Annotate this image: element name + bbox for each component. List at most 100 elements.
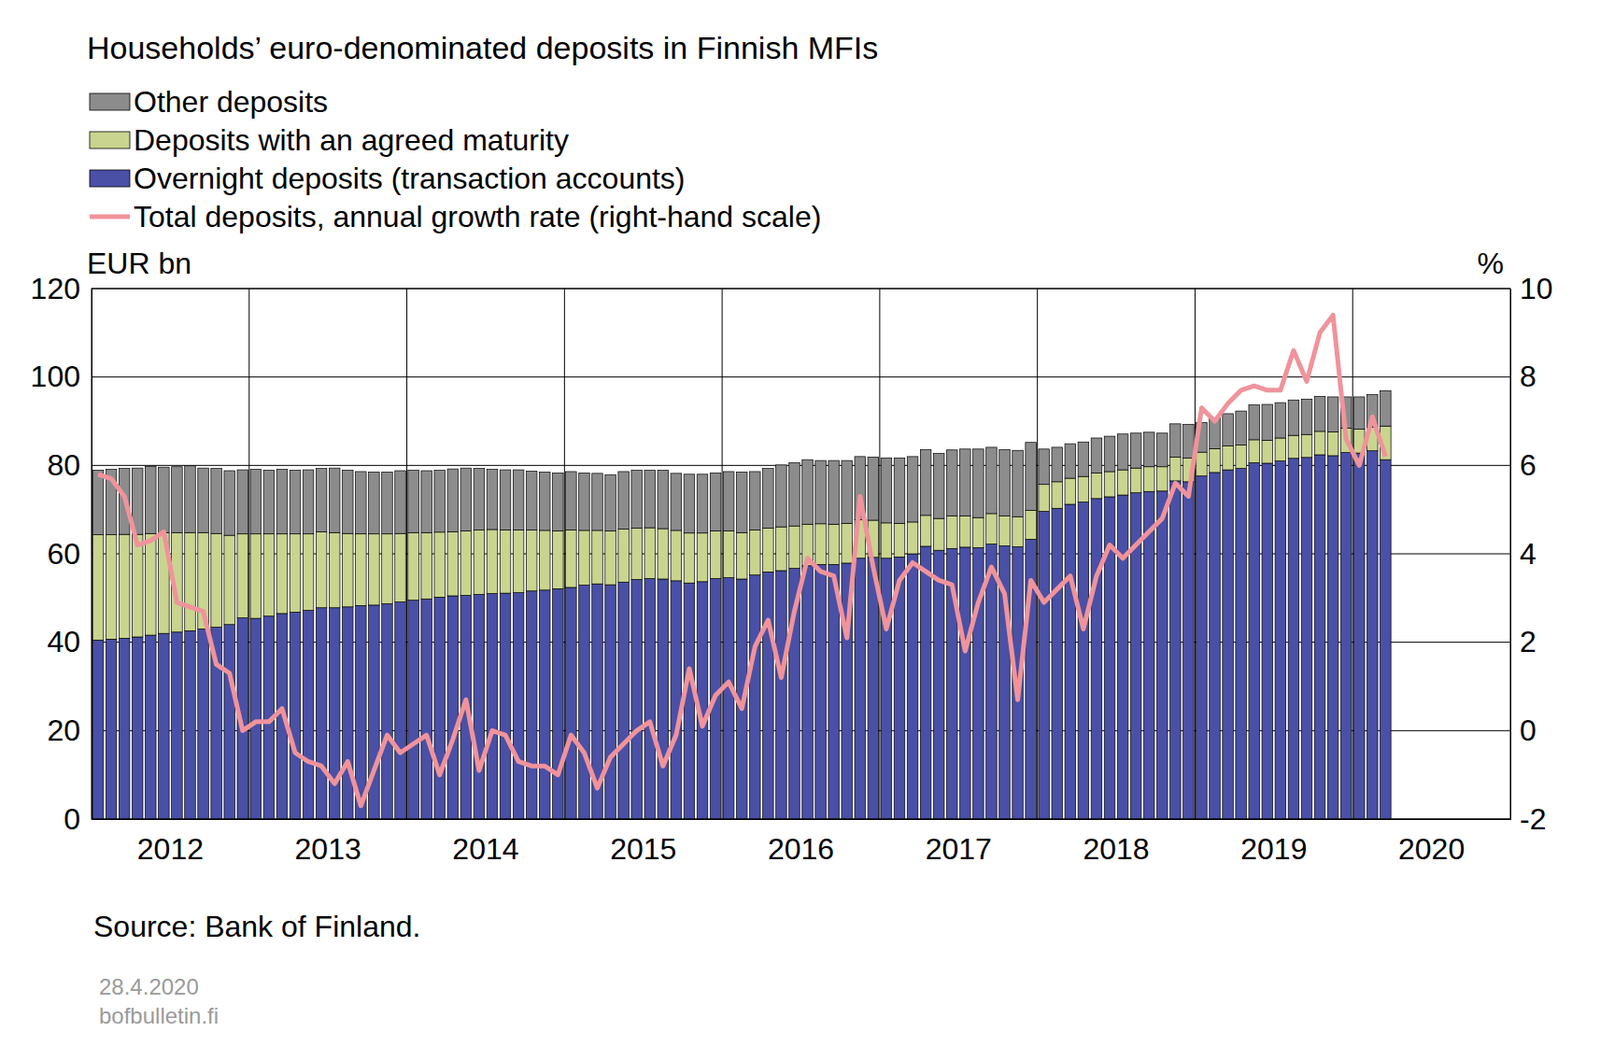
legend-item: Deposits with an agreed maturity xyxy=(89,123,569,157)
bar xyxy=(538,530,551,591)
bar xyxy=(1248,462,1261,820)
bar xyxy=(1288,458,1300,820)
tick-label: 40 xyxy=(46,624,81,659)
bar xyxy=(1367,451,1379,820)
axis-line xyxy=(1510,289,1512,821)
bar xyxy=(184,532,197,631)
bar xyxy=(1274,461,1287,820)
y2-axis-title: % xyxy=(1477,246,1504,281)
bar xyxy=(1104,436,1116,472)
plot-area xyxy=(92,314,1391,820)
bar xyxy=(512,529,524,593)
tick-label: 0 xyxy=(1519,713,1537,748)
bar xyxy=(776,526,788,571)
bar xyxy=(434,470,446,533)
bar xyxy=(263,470,275,535)
bar xyxy=(302,469,314,535)
bar xyxy=(131,534,143,638)
bar xyxy=(302,610,314,820)
bar xyxy=(736,471,748,533)
bar xyxy=(538,590,551,820)
bar xyxy=(1288,399,1300,436)
bar xyxy=(315,468,327,533)
bar xyxy=(1157,491,1169,820)
bar xyxy=(880,558,893,820)
axis-line xyxy=(92,819,1512,821)
bar xyxy=(986,544,998,820)
bar xyxy=(867,456,879,521)
bar xyxy=(867,557,879,820)
tick: 40 xyxy=(46,624,92,659)
tick-label: 10 xyxy=(1519,271,1554,306)
bar xyxy=(250,469,262,535)
legend-swatch xyxy=(89,131,130,149)
bar xyxy=(395,533,407,602)
bar xyxy=(512,593,524,820)
bar xyxy=(1038,449,1050,485)
bar xyxy=(763,571,775,820)
bar xyxy=(605,584,617,820)
bar xyxy=(1090,498,1103,820)
bar xyxy=(644,527,656,579)
bar xyxy=(960,515,972,548)
bar xyxy=(709,472,722,531)
bar xyxy=(1104,471,1116,497)
bar xyxy=(552,530,565,589)
bar xyxy=(92,470,104,536)
tick: 4 xyxy=(1510,537,1537,571)
bar xyxy=(566,587,578,820)
bar xyxy=(434,596,446,820)
legend-item: Total deposits, annual growth rate (righ… xyxy=(89,199,822,234)
bar xyxy=(999,449,1011,516)
bar xyxy=(145,466,157,534)
bar xyxy=(105,535,117,640)
tick: 2020 xyxy=(1398,819,1465,866)
chart: Households’ euro-denominated deposits in… xyxy=(0,0,1600,1046)
bar xyxy=(1248,439,1261,464)
bar xyxy=(776,465,788,527)
bar xyxy=(906,553,919,820)
tick: 8 xyxy=(1510,359,1537,394)
tick-label: 2012 xyxy=(137,832,204,866)
tick-label: 4 xyxy=(1519,537,1537,571)
bar xyxy=(302,534,314,611)
bar xyxy=(722,578,735,820)
bar xyxy=(118,637,130,820)
bar xyxy=(763,468,775,529)
annotation: 28.4.2020 xyxy=(99,974,199,1000)
bar xyxy=(131,637,143,820)
bar xyxy=(1170,424,1182,458)
bar xyxy=(171,632,184,820)
annotation: bofbulletin.fi xyxy=(99,1003,219,1029)
x-gridline xyxy=(406,288,408,820)
bar xyxy=(1353,396,1365,430)
bar xyxy=(368,534,381,606)
bar xyxy=(486,469,498,530)
bar xyxy=(460,467,472,531)
bar xyxy=(1222,413,1234,447)
bar xyxy=(618,528,630,582)
bar xyxy=(841,460,853,524)
tick: 2013 xyxy=(295,819,362,866)
bar xyxy=(592,473,604,531)
bar xyxy=(1274,402,1287,439)
bar xyxy=(1077,502,1090,820)
title: Households’ euro-denominated deposits in… xyxy=(86,29,878,66)
bar xyxy=(289,534,301,613)
tick: 2019 xyxy=(1240,819,1307,866)
bar xyxy=(263,534,275,617)
x-gridline xyxy=(878,288,880,820)
bar xyxy=(880,457,893,524)
tick: 2014 xyxy=(452,819,519,866)
tick: 2015 xyxy=(609,819,677,866)
bar xyxy=(158,633,170,820)
axis-line xyxy=(91,289,93,821)
bar xyxy=(237,534,249,619)
bar xyxy=(184,466,197,533)
bar xyxy=(224,535,236,625)
bar xyxy=(763,528,775,573)
bar xyxy=(618,581,630,820)
bar xyxy=(1261,463,1274,820)
legend-swatch xyxy=(89,214,130,220)
tick: 120 xyxy=(30,271,92,306)
